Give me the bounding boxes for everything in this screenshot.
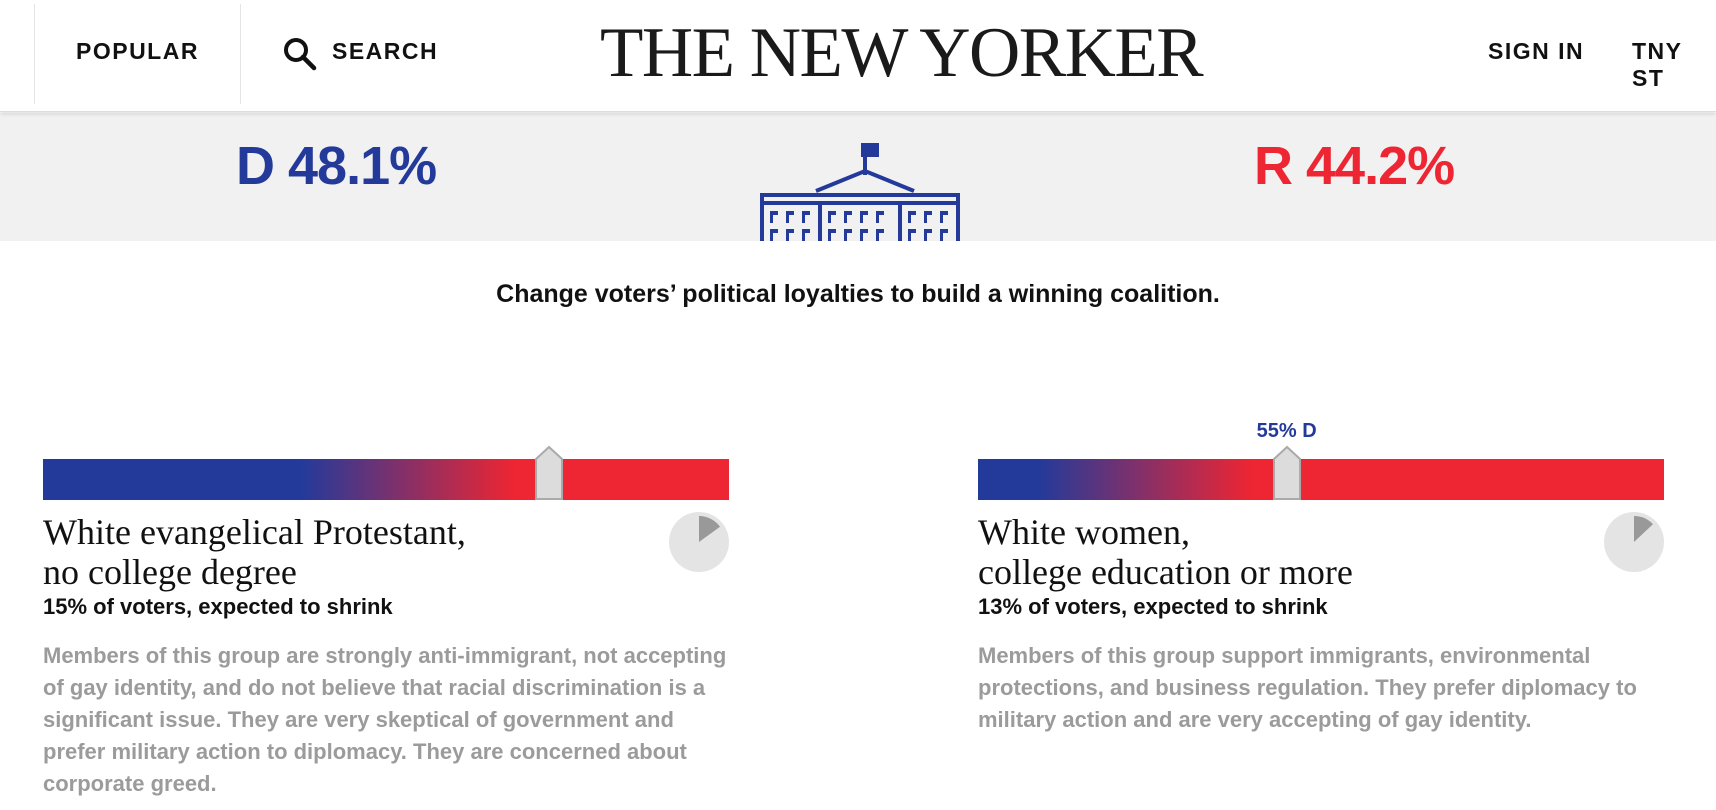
popular-button[interactable]: POPULAR bbox=[76, 38, 199, 65]
group-title-line: college education or more bbox=[978, 552, 1353, 592]
slider-track[interactable] bbox=[978, 459, 1664, 500]
lean-label: 55% D bbox=[1257, 420, 1317, 443]
group-description: Members of this group are strongly anti-… bbox=[43, 640, 729, 800]
group-title-line: White women, bbox=[978, 512, 1353, 552]
search-button[interactable]: SEARCH bbox=[332, 38, 438, 65]
group-title: White evangelical Protestant, no college… bbox=[43, 512, 466, 592]
group-stat: 15% of voters, expected to shrink bbox=[43, 594, 393, 620]
pie-chart-icon bbox=[669, 512, 729, 572]
group-title: White women, college education or more bbox=[978, 512, 1353, 592]
slider-handle[interactable] bbox=[534, 445, 564, 501]
slider-track[interactable] bbox=[43, 459, 729, 500]
group-description: Members of this group support immigrants… bbox=[978, 640, 1664, 736]
sign-in-button[interactable]: SIGN IN bbox=[1488, 38, 1584, 65]
pie-chart-icon bbox=[1604, 512, 1664, 572]
loyalty-slider[interactable] bbox=[43, 459, 729, 500]
store-link[interactable]: TNY ST bbox=[1632, 38, 1716, 92]
nav-divider bbox=[240, 4, 241, 104]
republican-score: R 44.2% bbox=[1254, 135, 1454, 197]
search-icon[interactable] bbox=[282, 36, 318, 72]
group-title-line: no college degree bbox=[43, 552, 466, 592]
slider-handle[interactable] bbox=[1272, 445, 1302, 501]
white-house-icon bbox=[760, 141, 960, 241]
democrat-score: D 48.1% bbox=[236, 135, 436, 197]
group-title-line: White evangelical Protestant, bbox=[43, 512, 466, 552]
group-stat: 13% of voters, expected to shrink bbox=[978, 594, 1328, 620]
loyalty-slider[interactable] bbox=[978, 459, 1664, 500]
score-band: D 48.1% bbox=[0, 113, 1716, 241]
site-header: POPULAR SEARCH THE NEW YORKER SIGN IN TN… bbox=[0, 0, 1716, 112]
instructions-text: Change voters’ political loyalties to bu… bbox=[0, 280, 1716, 309]
site-logo[interactable]: THE NEW YORKER bbox=[600, 18, 1136, 88]
nav-divider bbox=[34, 4, 35, 104]
